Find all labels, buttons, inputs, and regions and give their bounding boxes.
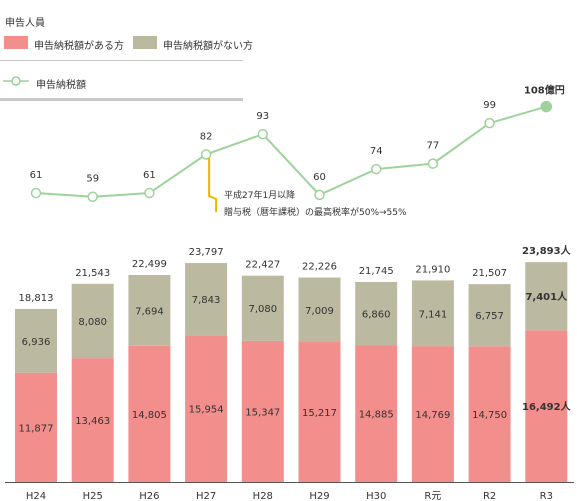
bar-label-with-tax: 15,954 [189, 405, 224, 416]
x-tick-label: R元 [424, 491, 441, 501]
bar-with-tax [185, 335, 228, 482]
line-point [87, 191, 98, 202]
bar-label-with-tax: 14,769 [415, 410, 450, 421]
annotation-line-2: 贈与税（暦年課税）の最高税率が50%→55% [224, 206, 407, 218]
bar-label-without-tax: 7,080 [248, 304, 277, 315]
line-point [257, 128, 269, 140]
bar-total-label: 18,813 [19, 293, 54, 304]
bar-without-tax [468, 284, 511, 347]
bar-without-tax [411, 280, 454, 347]
bar-without-tax [71, 283, 114, 359]
bar-without-tax [355, 281, 398, 346]
legend-label-with-tax: 申告納税額がある方 [34, 41, 124, 52]
line-point [200, 149, 212, 160]
bar-total-label: 21,910 [415, 264, 450, 275]
x-tick-label: H29 [309, 491, 329, 501]
bar-total-label: 21,745 [359, 266, 394, 277]
x-tick-label: H28 [253, 491, 273, 501]
x-tick-label: H30 [366, 491, 386, 501]
bar-label-with-tax: 14,750 [472, 410, 507, 421]
x-tick-label: H26 [139, 491, 159, 501]
bar-total-label: 22,499 [132, 259, 167, 270]
line-value-label: 61 [143, 170, 156, 181]
bar-without-tax [15, 308, 57, 373]
legend-group-title: 申告人員 [5, 18, 45, 29]
bar-without-tax [128, 275, 171, 346]
bar-label-without-tax: 7,141 [419, 309, 448, 320]
bar-label-without-tax: 7,694 [135, 306, 164, 317]
bar-label-with-tax: 15,347 [245, 407, 280, 418]
legend-line-icon [3, 76, 29, 86]
line-point [144, 187, 155, 199]
line-value-label: 99 [483, 100, 496, 111]
line-value-label: 77 [427, 141, 440, 152]
bar-without-tax [525, 262, 568, 331]
legend-divider [0, 60, 243, 61]
line-value-label: 60 [313, 172, 326, 183]
bar-label-without-tax: 7,009 [305, 306, 334, 317]
bar-with-tax [298, 342, 341, 482]
bar-label-with-tax: 15,217 [302, 408, 337, 419]
line-value-label: 108億円 [524, 84, 565, 97]
x-tick-label: H27 [196, 491, 216, 501]
bar-without-tax [241, 275, 284, 341]
bar-with-tax [128, 345, 171, 482]
line-point [484, 117, 495, 129]
bar-label-without-tax: 7,843 [192, 295, 221, 306]
bar-label-without-tax: 7,401人 [525, 290, 568, 303]
bar-with-tax [411, 346, 454, 482]
bar-with-tax [71, 358, 114, 482]
legend-bottom-rule [0, 98, 243, 101]
line-value-label: 93 [256, 111, 269, 122]
line-value-label: 82 [200, 131, 213, 142]
x-tick-label: R3 [540, 491, 553, 501]
bar-with-tax [525, 330, 568, 482]
bar-with-tax [241, 340, 284, 482]
annotation-pointer [208, 158, 218, 212]
annotation-line-1: 平成27年1月以降 [224, 189, 295, 201]
line-tax-amount [35, 105, 547, 198]
bar-total-label: 23,797 [189, 247, 224, 258]
bar-label-without-tax: 6,757 [475, 311, 504, 322]
bar-total-label: 22,427 [245, 260, 280, 271]
bar-total-label: 22,226 [302, 262, 337, 273]
bar-with-tax [15, 372, 57, 482]
line-point [30, 187, 42, 199]
bar-total-label: 21,507 [472, 268, 507, 279]
bar-label-with-tax: 16,492人 [522, 400, 572, 413]
legend-swatch-without-tax [133, 36, 157, 49]
bar-label-with-tax: 13,463 [75, 416, 110, 427]
bar-without-tax [298, 277, 341, 343]
legend-label-without-tax: 申告納税額がない方 [163, 41, 253, 52]
line-point [370, 163, 382, 175]
bar-label-with-tax: 14,885 [359, 410, 394, 421]
legend-swatch-with-tax [4, 36, 28, 49]
bar-label-with-tax: 14,805 [132, 410, 167, 421]
bar-total-label: 21,543 [75, 268, 110, 279]
bar-with-tax [468, 346, 511, 482]
legend-label-line: 申告納税額 [36, 80, 86, 91]
line-value-label: 59 [86, 174, 99, 185]
x-tick-label: H25 [83, 491, 103, 501]
x-tick-label: R2 [483, 491, 496, 501]
bar-label-without-tax: 8,080 [78, 317, 107, 328]
bar-without-tax [185, 263, 228, 336]
line-point [427, 158, 439, 169]
bar-total-label: 23,893人 [522, 244, 572, 257]
line-value-label: 61 [30, 170, 43, 181]
line-value-label: 74 [370, 146, 383, 157]
bar-label-without-tax: 6,936 [22, 337, 51, 348]
x-tick-label: H24 [26, 491, 46, 501]
bar-label-without-tax: 6,860 [362, 310, 391, 321]
bar-label-with-tax: 11,877 [19, 423, 54, 434]
line-point [540, 100, 553, 113]
bar-with-tax [355, 345, 398, 482]
line-point [314, 189, 325, 201]
